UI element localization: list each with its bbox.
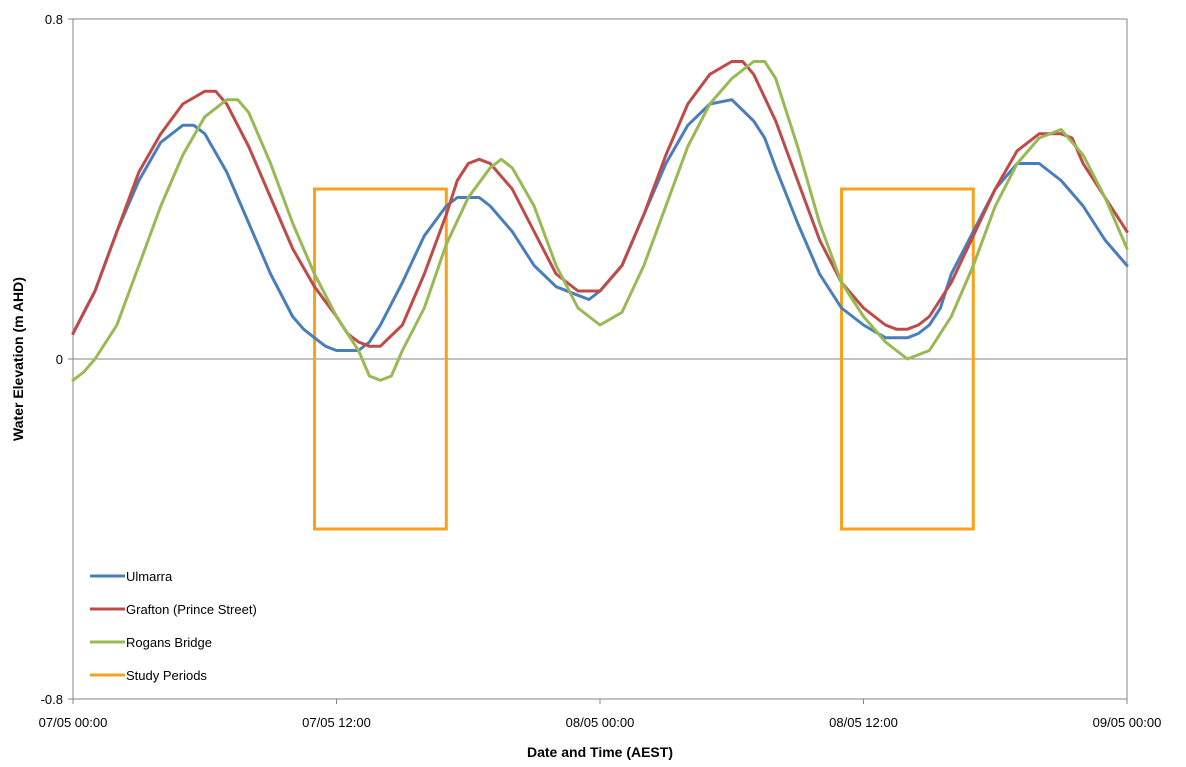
x-tick-label: 07/05 12:00	[302, 715, 371, 730]
series-line-grafton-prince-street	[71, 60, 1129, 348]
y-tick-label: 0.8	[45, 12, 63, 27]
y-axis-title: Water Elevation (m AHD)	[10, 277, 26, 441]
study-periods	[313, 187, 975, 531]
study-period-box	[840, 187, 975, 531]
legend-label: Ulmarra	[126, 569, 173, 584]
tick-labels: 0.8 0 -0.8 07/05 00:00 07/05 12:00 08/05 00:0…	[39, 12, 1162, 730]
legend-label: Study Periods	[126, 668, 207, 683]
series-line-rogans-bridge	[71, 60, 1129, 382]
legend: Ulmarra Grafton (Prince Street) Rogans Bri…	[90, 569, 257, 683]
x-axis-title: Date and Time (AEST)	[527, 744, 673, 760]
y-tick-label: -0.8	[41, 692, 63, 707]
series-lines	[71, 60, 1129, 382]
x-tick-label: 08/05 00:00	[566, 715, 635, 730]
legend-label: Rogans Bridge	[126, 635, 212, 650]
series-line-ulmarra	[71, 98, 1129, 352]
legend-label: Grafton (Prince Street)	[126, 602, 257, 617]
y-tick-label: 0	[56, 352, 63, 367]
x-tick-label: 09/05 00:00	[1093, 715, 1162, 730]
plot-frame	[68, 18, 1128, 704]
x-tick-label: 07/05 00:00	[39, 715, 108, 730]
study-period-box	[313, 187, 448, 531]
x-tick-label: 08/05 12:00	[829, 715, 898, 730]
